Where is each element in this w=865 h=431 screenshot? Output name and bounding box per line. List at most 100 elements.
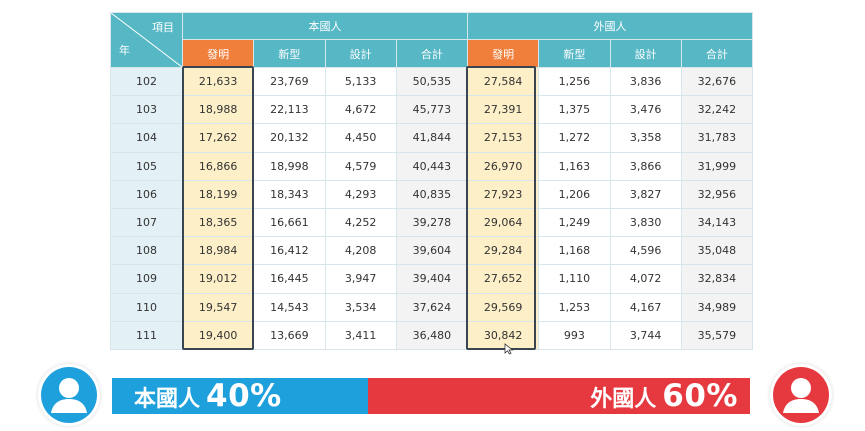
table-cell: 30,842	[466, 320, 540, 350]
table-cell: 29,284	[466, 236, 540, 266]
table-cell: 39,404	[395, 264, 469, 294]
table-cell: 31,999	[680, 151, 754, 181]
column-header: 發明	[181, 39, 255, 68]
table-cell: 31,783	[680, 123, 754, 153]
group-header-domestic: 本國人	[182, 12, 468, 40]
table-cell: 1,206	[538, 179, 611, 209]
table-cell: 41,844	[395, 123, 469, 153]
subheader-row: 發明 新型 設計 合計 發明 新型 設計 合計	[111, 39, 754, 68]
table-cell: 35,048	[680, 236, 754, 266]
table-cell: 1,375	[538, 95, 611, 125]
table-cell: 13,669	[253, 320, 326, 350]
table-cell: 3,830	[609, 207, 682, 238]
table-cell: 32,242	[680, 95, 754, 125]
table-cell: 3,836	[609, 66, 682, 97]
table-cell: 3,534	[324, 292, 397, 322]
year-cell: 111	[110, 320, 183, 350]
table-row: 106 18,199 18,343 4,293 40,835 27,923 1,206 3,8…	[110, 179, 754, 209]
column-header: 新型	[538, 39, 611, 68]
table-cell: 1,168	[538, 236, 611, 266]
year-cell: 108	[110, 236, 183, 266]
table-row: 109 19,012 16,445 3,947 39,404 27,652 1,110 4,0…	[110, 264, 754, 294]
table-cell: 1,272	[538, 123, 611, 153]
table-cell: 4,596	[609, 236, 682, 266]
table-row: 102 21,633 23,769 5,133 50,535 27,584 1,256 3,8…	[110, 66, 754, 97]
year-cell: 109	[110, 264, 183, 294]
table-cell: 4,672	[324, 95, 397, 125]
table-body: 102 21,633 23,769 5,133 50,535 27,584 1,256 3,8…	[110, 66, 754, 350]
table-cell: 1,253	[538, 292, 611, 322]
domestic-label: 本國人	[134, 387, 201, 412]
table-cell: 3,411	[324, 320, 397, 350]
table-cell: 19,400	[181, 320, 255, 350]
table-cell: 3,947	[324, 264, 397, 294]
table-cell: 18,988	[181, 95, 255, 125]
table-cell: 4,072	[609, 264, 682, 294]
table-cell: 4,252	[324, 207, 397, 238]
table-cell: 40,835	[395, 179, 469, 209]
table-cell: 16,661	[253, 207, 326, 238]
table-cell: 40,443	[395, 151, 469, 181]
table-cell: 4,293	[324, 179, 397, 209]
column-header: 合計	[395, 39, 469, 68]
mouse-cursor-icon	[504, 343, 514, 355]
table-cell: 27,391	[466, 95, 540, 125]
corner-label-item: 項目	[152, 21, 174, 34]
table-cell: 4,579	[324, 151, 397, 181]
table-cell: 1,249	[538, 207, 611, 238]
table-cell: 32,834	[680, 264, 754, 294]
table-cell: 27,923	[466, 179, 540, 209]
year-cell: 102	[110, 66, 183, 97]
foreign-avatar	[770, 364, 832, 426]
table-cell: 22,113	[253, 95, 326, 125]
table-cell: 5,133	[324, 66, 397, 97]
table-cell: 1,163	[538, 151, 611, 181]
table-cell: 3,827	[609, 179, 682, 209]
table-cell: 4,208	[324, 236, 397, 266]
table-cell: 23,769	[253, 66, 326, 97]
table-cell: 19,012	[181, 264, 255, 294]
table-cell: 16,445	[253, 264, 326, 294]
table-cell: 18,199	[181, 179, 255, 209]
column-header: 新型	[253, 39, 326, 68]
diagonal-divider	[111, 13, 182, 67]
table-row: 107 18,365 16,661 4,252 39,278 29,064 1,249 3,8…	[110, 207, 754, 238]
domestic-percent: 40%	[206, 378, 282, 414]
domestic-ratio-bar: 本國人 40%	[112, 378, 368, 414]
table-cell: 35,579	[680, 320, 754, 350]
year-cell: 107	[110, 207, 183, 238]
table-cell: 27,153	[466, 123, 540, 153]
year-cell: 103	[110, 95, 183, 125]
table-cell: 45,773	[395, 95, 469, 125]
table-row: 110 19,547 14,543 3,534 37,624 29,569 1,253 4,1…	[110, 292, 754, 322]
user-icon	[783, 378, 819, 413]
table-cell: 29,569	[466, 292, 540, 322]
table-cell: 34,143	[680, 207, 754, 238]
table-cell: 32,956	[680, 179, 754, 209]
table-cell: 14,543	[253, 292, 326, 322]
patent-stats-table: 項目 年 本國人 外國人 發明 新型 設計 合計 發明 新型 設計 合計 102 21,633 2…	[110, 12, 754, 350]
table-cell: 4,450	[324, 123, 397, 153]
table-cell: 18,984	[181, 236, 255, 266]
column-header: 設計	[609, 39, 682, 68]
table-cell: 36,480	[395, 320, 469, 350]
table-cell: 3,476	[609, 95, 682, 125]
table-cell: 1,256	[538, 66, 611, 97]
corner-label-year: 年	[119, 44, 130, 57]
foreign-ratio-bar: 外國人 60%	[368, 378, 750, 414]
corner-header-cell: 項目 年	[110, 12, 183, 68]
year-cell: 105	[110, 151, 183, 181]
table-row: 111 19,400 13,669 3,411 36,480 30,842 993 3,744…	[110, 320, 754, 350]
table-row: 108 18,984 16,412 4,208 39,604 29,284 1,168 4,5…	[110, 236, 754, 266]
table-cell: 18,998	[253, 151, 326, 181]
table-row: 104 17,262 20,132 4,450 41,844 27,153 1,272 3,3…	[110, 123, 754, 153]
table-cell: 27,584	[466, 66, 540, 97]
table-cell: 50,535	[395, 66, 469, 97]
table-row: 105 16,866 18,998 4,579 40,443 26,970 1,163 3,8…	[110, 151, 754, 181]
foreign-percent: 60%	[662, 378, 738, 414]
table-cell: 27,652	[466, 264, 540, 294]
table-cell: 21,633	[181, 66, 255, 97]
user-icon	[51, 378, 87, 413]
table-cell: 1,110	[538, 264, 611, 294]
